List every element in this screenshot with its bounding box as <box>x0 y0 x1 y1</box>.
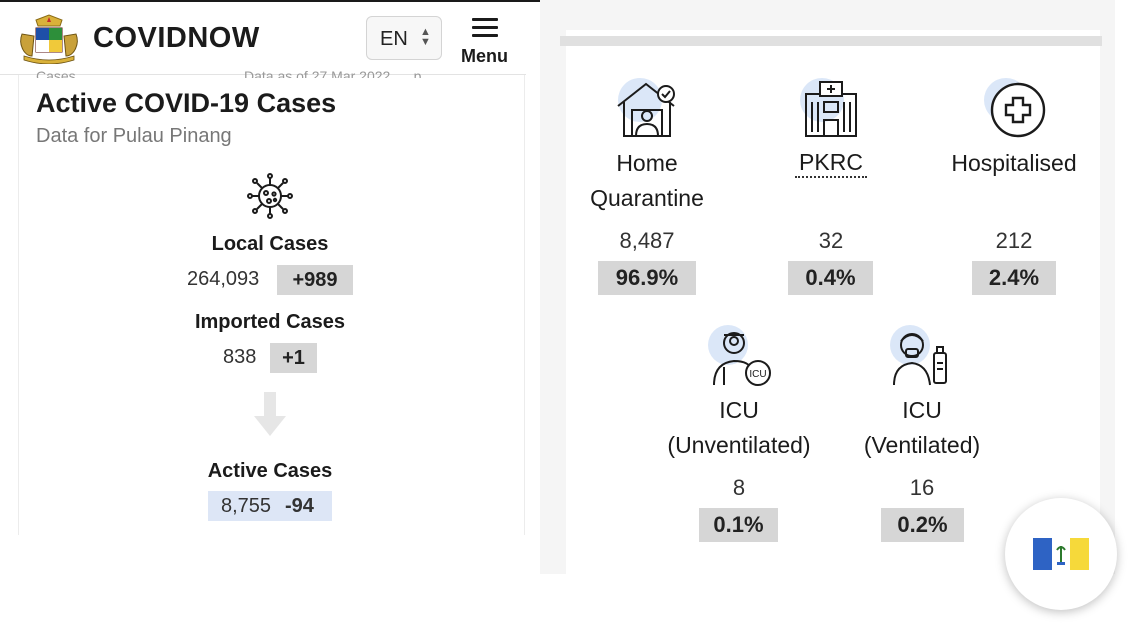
imported-cases-delta: +1 <box>270 343 317 373</box>
local-cases-value: 264,093 <box>187 268 260 290</box>
local-cases-delta: +989 <box>277 265 353 295</box>
hospitalised-value: 212 <box>995 228 1033 253</box>
house-person-icon <box>617 78 675 137</box>
pkrc-label[interactable]: PKRC <box>795 148 867 178</box>
mobile-page-right: Home Quarantine 8,487 96.9% PKRC 32 0.4%… <box>540 0 1144 635</box>
icu-unventilated-percent: 0.1% <box>699 508 778 542</box>
hospital-building-icon <box>800 78 857 137</box>
pkrc-value: 32 <box>818 228 844 253</box>
imported-cases-label: Imported Cases <box>194 311 346 333</box>
brand-name[interactable]: COVIDNOW <box>93 22 260 54</box>
hospitalised-percent: 2.4% <box>972 261 1056 295</box>
active-cases-delta: -94 <box>285 495 314 517</box>
page-right-edge <box>1115 0 1144 635</box>
icu-unventilated-label-2: (Unventilated) <box>667 432 811 458</box>
language-value: EN <box>380 28 408 50</box>
icu-ventilated-label-2: (Ventilated) <box>863 432 981 458</box>
card-subtitle: Data for Pulau Pinang <box>36 125 232 147</box>
penang-flag <box>1033 538 1089 570</box>
home-quarantine-label-1: Home <box>616 150 678 176</box>
active-cases-label: Active Cases <box>207 460 333 482</box>
icu-doctor-icon: ICU <box>708 325 771 386</box>
home-quarantine-value: 8,487 <box>619 228 675 253</box>
icu-unventilated-label-1: ICU <box>719 397 759 423</box>
active-cases-card <box>18 75 525 535</box>
icu-ventilated-label-1: ICU <box>902 397 942 423</box>
card-top-bar <box>560 36 1102 46</box>
coat-of-arms-logo[interactable] <box>16 14 82 64</box>
hamburger-icon <box>472 18 498 42</box>
svg-text:ICU: ICU <box>749 369 766 380</box>
select-arrows-icon: ▲ ▼ <box>420 26 431 48</box>
menu-label: Menu <box>461 46 508 66</box>
app-header: COVIDNOW EN ▲ ▼ Menu <box>0 2 526 75</box>
home-quarantine-label-2: Quarantine <box>590 185 704 211</box>
ventilator-patient-icon <box>890 325 947 386</box>
card-title: Active COVID-19 Cases <box>36 88 337 118</box>
page-blank-area <box>0 535 540 635</box>
active-cases-highlight <box>208 491 332 521</box>
icu-ventilated-percent: 0.2% <box>881 508 964 542</box>
imported-cases-value: 838 <box>223 346 257 368</box>
active-cases-value: 8,755 <box>221 495 272 517</box>
menu-button[interactable]: Menu <box>460 16 512 70</box>
cut-off-date: Data as of 27 Mar 2022, ... p... <box>244 68 434 78</box>
state-selector-button[interactable] <box>1005 498 1117 610</box>
icu-unventilated-value: 8 <box>732 475 746 500</box>
icu-ventilated-value: 16 <box>909 475 935 500</box>
medical-cross-icon <box>984 78 1046 138</box>
local-cases-label: Local Cases <box>211 233 329 255</box>
hospitalised-label: Hospitalised <box>951 150 1077 176</box>
language-select[interactable]: EN ▲ ▼ <box>366 16 442 60</box>
home-quarantine-percent: 96.9% <box>598 261 696 295</box>
mobile-page-left: COVIDNOW EN ▲ ▼ Menu Cases Data as of 27 … <box>0 0 540 635</box>
top-border <box>0 0 540 2</box>
virus-icon <box>247 173 293 219</box>
arrow-down-icon <box>254 392 286 436</box>
cut-off-label: Cases <box>36 68 76 78</box>
pkrc-percent: 0.4% <box>788 261 873 295</box>
